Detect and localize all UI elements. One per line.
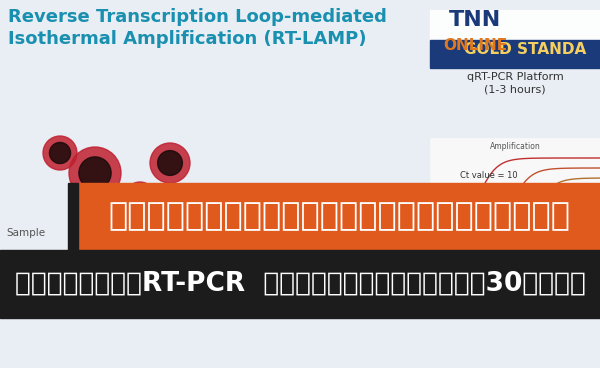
Text: คล้ายกัปRT-PCR  แต่รู้ผลเร็วใน30นาที: คล้ายกัปRT-PCR แต่รู้ผลเร็วใน30นาที — [14, 271, 586, 297]
Text: (1-3 hours): (1-3 hours) — [484, 84, 546, 94]
Circle shape — [158, 151, 182, 176]
Circle shape — [150, 143, 190, 183]
Text: Complementary DNA: Complementary DNA — [299, 220, 380, 229]
Text: Isothermal Amplification (RT-LAMP): Isothermal Amplification (RT-LAMP) — [8, 30, 367, 48]
Circle shape — [49, 142, 71, 163]
Bar — [430, 10, 600, 68]
Text: เปิดวิธีตรวจโควิดแบบใหม่: เปิดวิธีตรวจโควิดแบบใหม่ — [108, 201, 570, 232]
Text: GOLD STANDA: GOLD STANDA — [464, 42, 586, 57]
Text: Ct value = 10: Ct value = 10 — [460, 171, 518, 180]
Bar — [68, 183, 78, 250]
Text: qRT-PCR Platform: qRT-PCR Platform — [467, 72, 563, 82]
Bar — [430, 40, 600, 68]
Circle shape — [79, 157, 111, 189]
Text: Ct value = 23: Ct value = 23 — [480, 194, 538, 203]
Circle shape — [124, 182, 156, 214]
Text: Reverse Transcription Loop-mediated: Reverse Transcription Loop-mediated — [8, 8, 387, 26]
Text: Sample: Sample — [6, 228, 45, 238]
Circle shape — [43, 136, 77, 170]
Text: Amplification: Amplification — [490, 142, 541, 151]
Bar — [0, 250, 600, 318]
Circle shape — [69, 147, 121, 199]
Text: RT reaction: RT reaction — [256, 186, 314, 196]
Text: RNA: RNA — [248, 220, 268, 230]
Bar — [430, 138, 600, 238]
Bar — [0, 318, 600, 368]
Bar — [78, 183, 600, 250]
Text: TNN: TNN — [449, 10, 501, 30]
Text: ONLINE: ONLINE — [443, 38, 507, 53]
Circle shape — [130, 188, 150, 208]
